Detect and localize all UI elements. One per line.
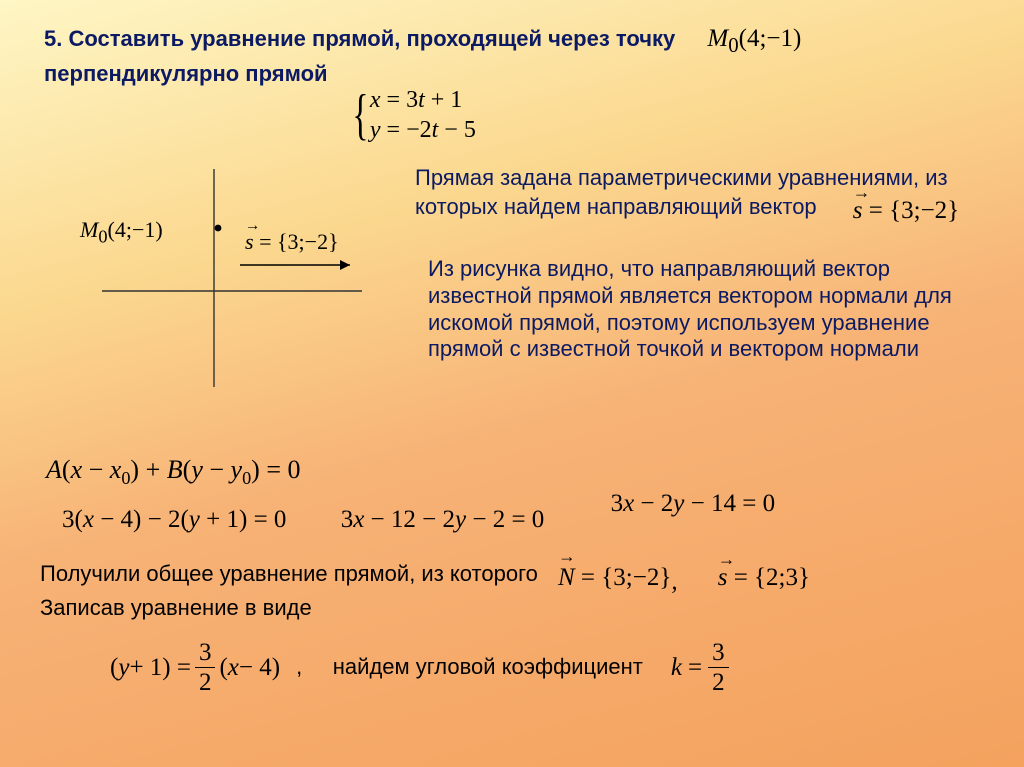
- problem-title: 5. Составить уравнение прямой, проходяще…: [44, 22, 988, 89]
- eq-slope-form: (y + 1) = 3 2 (x − 4): [110, 640, 280, 695]
- parametric-system: { x = 3t + 1 y = −2t − 5: [347, 85, 476, 145]
- diagram-point-label: M0(4;−1): [80, 217, 163, 247]
- eq-general-form: A(x − x0) + B(y − y0) = 0: [46, 455, 301, 489]
- eq-angular-coef: k= 3 2: [671, 640, 729, 695]
- explanation-2: Из рисунка видно, что направляющий векто…: [428, 256, 998, 363]
- title-point-m0: M0(4;−1): [707, 25, 801, 52]
- result-line1: Получили общее уравнение прямой, из кото…: [40, 559, 1020, 590]
- axes-diagram: M0(4;−1) →s = {3;−2}: [102, 169, 362, 387]
- explanation-1: Прямая задана параметрическими уравнения…: [415, 165, 1005, 222]
- eq-substituted: 3(x − 4) − 2(y + 1) = 0: [62, 506, 293, 533]
- slide: 5. Составить уравнение прямой, проходяще…: [0, 0, 1024, 767]
- param-eq-x: x = 3t + 1: [370, 85, 476, 115]
- title-text-line2: перпендикулярно прямой: [44, 59, 988, 89]
- eq-final: 3x − 2y − 14 = 0: [611, 490, 776, 517]
- coef-text: , найдем угловой коэффициент: [296, 654, 643, 681]
- eq-expanded: 3x − 12 − 2y − 2 = 0: [341, 506, 551, 533]
- title-text-line1: 5. Составить уравнение прямой, проходяще…: [44, 26, 681, 51]
- param-eq-y: y = −2t − 5: [370, 115, 476, 145]
- system-brace: {: [352, 87, 368, 143]
- result-line2: Записав уравнение в виде: [40, 595, 312, 622]
- diagram-vector-label: →s = {3;−2}: [245, 229, 339, 255]
